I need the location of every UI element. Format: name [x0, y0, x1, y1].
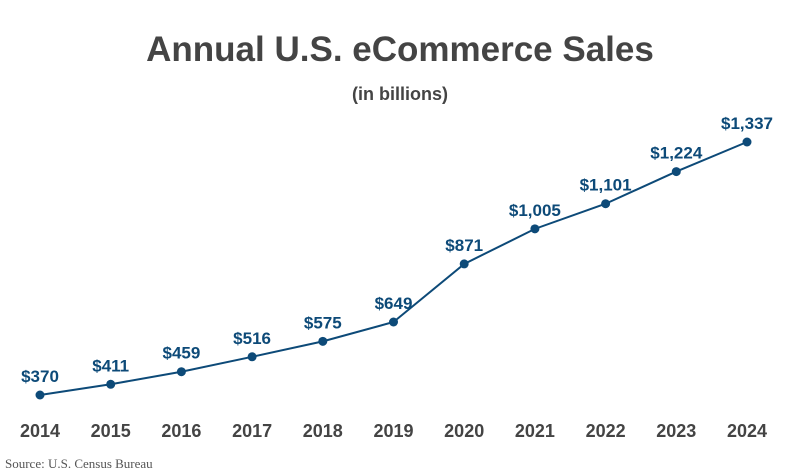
data-label: $1,224	[650, 144, 703, 163]
data-label: $1,101	[580, 176, 632, 195]
x-tick-label: 2022	[586, 421, 626, 441]
series-line	[39, 141, 748, 396]
data-point	[318, 336, 328, 346]
data-label: $1,005	[509, 201, 561, 220]
x-tick-label: 2016	[161, 421, 201, 441]
data-label: $370	[21, 367, 59, 386]
data-point	[106, 379, 116, 389]
x-tick-label: 2014	[20, 421, 60, 441]
x-tick-label: 2021	[515, 421, 555, 441]
data-label: $575	[304, 313, 342, 332]
source-note: Source: U.S. Census Bureau	[5, 456, 153, 471]
x-tick-label: 2020	[444, 421, 484, 441]
chart-subtitle: (in billions)	[352, 84, 448, 104]
data-label: $649	[375, 294, 413, 313]
x-tick-label: 2018	[303, 421, 343, 441]
data-label: $411	[92, 356, 129, 375]
x-tick-label: 2024	[727, 421, 767, 441]
data-point	[35, 390, 45, 400]
data-label: $1,337	[721, 114, 773, 133]
data-point	[601, 199, 611, 209]
data-point	[247, 352, 257, 362]
data-label: $516	[233, 329, 271, 348]
data-point	[530, 224, 540, 234]
data-point	[459, 259, 469, 269]
x-tick-label: 2017	[232, 421, 272, 441]
data-point	[176, 367, 186, 377]
data-label: $459	[162, 344, 200, 363]
data-point	[671, 167, 681, 177]
x-tick-label: 2015	[91, 421, 131, 441]
x-tick-label: 2023	[656, 421, 696, 441]
data-label: $871	[445, 236, 483, 255]
chart-title: Annual U.S. eCommerce Sales	[146, 30, 654, 69]
x-tick-label: 2019	[373, 421, 413, 441]
data-point	[742, 137, 752, 147]
data-point	[389, 317, 398, 327]
